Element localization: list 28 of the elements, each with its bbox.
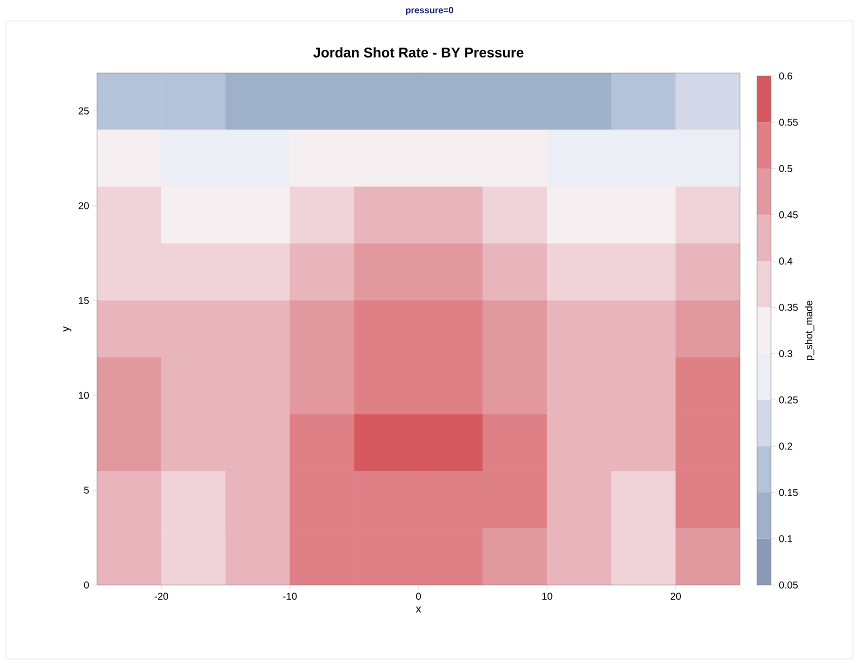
color-bar-label: 0.3: [779, 350, 792, 358]
y-tick-label: 5: [84, 486, 89, 494]
color-bar-label: 0.55: [779, 118, 798, 126]
color-bar-label: 0.2: [779, 442, 792, 450]
y-tick-label: 25: [78, 107, 89, 114]
chart-subtitle: pressure=0: [406, 6, 454, 16]
x-tick-label: 10: [542, 592, 552, 600]
x-axis-title: x: [416, 606, 422, 612]
color-bar-label: 0.4: [779, 258, 792, 265]
y-tick-label: 20: [78, 202, 89, 210]
x-tick-label: -20: [154, 592, 168, 600]
color-bar-label: 0.5: [779, 165, 792, 172]
y-tick-label: 15: [78, 297, 89, 304]
color-bar-label: 0.1: [779, 535, 792, 542]
x-tick-label: 20: [670, 592, 681, 600]
chart-title: Jordan Shot Rate - BY Pressure: [313, 47, 524, 58]
color-bar-label: 0.15: [779, 488, 798, 496]
color-bar-label: 0.45: [779, 211, 798, 218]
y-axis-title: y: [63, 326, 72, 332]
y-tick-label: 0: [84, 581, 89, 589]
x-tick-label: -10: [283, 592, 297, 600]
color-bar-label: 0.6: [779, 72, 792, 80]
color-bar-label: 0.25: [779, 396, 798, 404]
y-tick-label: 10: [78, 392, 89, 399]
color-bar-label: 0.35: [779, 304, 798, 311]
color-bar-title: p_shot_made: [805, 300, 814, 360]
color-bar-label: 0.05: [779, 581, 798, 589]
x-tick-label: 0: [416, 592, 421, 600]
